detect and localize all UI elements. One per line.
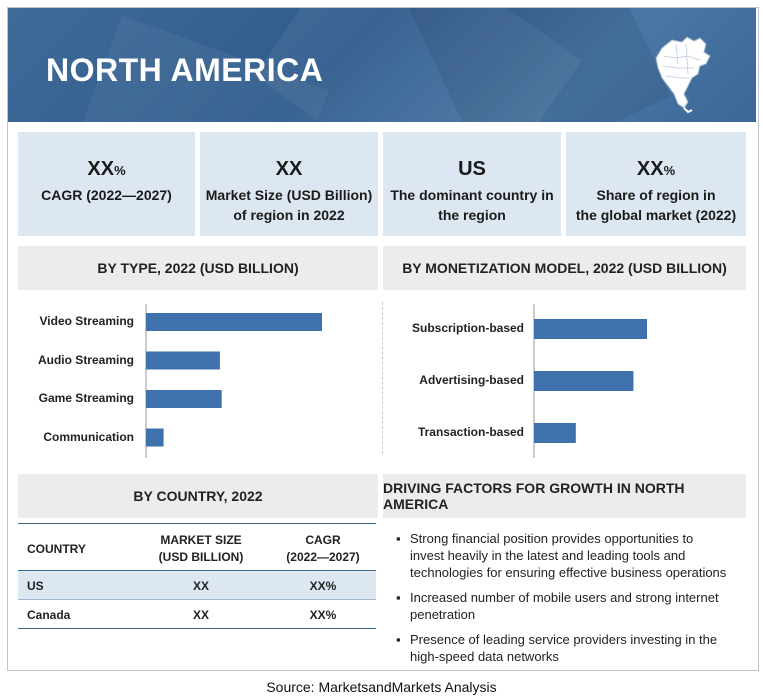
stat-region-share-caption-2: the global market (2022): [575, 207, 737, 223]
by-type-chart: [145, 304, 322, 458]
bar-label-game-streaming: Game Streaming: [38, 391, 134, 405]
table-header-rule: [18, 570, 376, 571]
row-us-cagr: XX%: [309, 579, 337, 593]
stat-cagr: XX% CAGR (2022—2027): [18, 132, 195, 236]
by-country-title: BY COUNTRY, 2022: [18, 474, 378, 518]
row-us-size: XX: [192, 579, 209, 593]
stat-region-share-caption-1: Share of region in: [596, 187, 716, 203]
stat-market-size: XX Market Size (USD Billion) of region i…: [200, 132, 378, 236]
list-item: ▪ Increased number of mobile users and s…: [396, 590, 719, 622]
table-top-rule: [18, 523, 376, 524]
bar-advertising-based: [534, 371, 634, 391]
bar-label-advertising-based: Advertising-based: [419, 373, 524, 387]
stat-dominant-country: US The dominant country in the region: [383, 132, 561, 236]
row-us-country: US: [27, 579, 44, 593]
bar-label-video-streaming: Video Streaming: [39, 314, 134, 328]
table-bottom-rule: [18, 628, 376, 629]
bar-subscription-based: [534, 319, 647, 339]
stat-dominant-country-value: US: [458, 158, 486, 180]
col-country: COUNTRY: [27, 542, 86, 556]
stat-dominant-country-caption-1: The dominant country in: [390, 187, 554, 203]
stat-cagr-unit: %: [114, 163, 126, 178]
list-item: ▪ Presence of leading service providers …: [396, 632, 718, 664]
stat-market-size-caption-2: of region in 2022: [233, 207, 345, 223]
stat-region-share: XX% Share of region in the global market…: [566, 132, 746, 236]
col-cagr-1: CAGR: [305, 533, 341, 547]
col-market-size-2: (USD BILLION): [158, 550, 244, 564]
stat-region-share-unit: %: [663, 163, 676, 178]
table-row: [18, 571, 376, 599]
col-cagr-2: (2022—2027): [286, 550, 360, 564]
stat-dominant-country-caption-2: the region: [438, 207, 506, 223]
by-monetization-chart: [533, 304, 647, 458]
bar-label-audio-streaming: Audio Streaming: [37, 352, 134, 367]
bullet-icon: ▪: [396, 531, 401, 546]
row-canada-cagr: XX%: [309, 608, 337, 622]
region-header: NORTH AMERICA: [8, 8, 756, 122]
col-market-size-1: MARKET SIZE: [160, 533, 242, 547]
chart-divider: [382, 302, 383, 454]
stat-cagr-value: XX: [87, 158, 115, 180]
driving-factors-title: DRIVING FACTORS FOR GROWTH IN NORTH AMER…: [383, 474, 746, 518]
table-row-rule: [18, 599, 376, 600]
bar-video-streaming: [146, 313, 322, 331]
bar-game-streaming: [146, 390, 222, 408]
stat-market-size-caption-1: Market Size (USD Billion): [205, 187, 373, 203]
row-canada-country: Canada: [27, 608, 71, 622]
bar-communication: [146, 428, 164, 447]
stat-market-size-value: XX: [275, 158, 303, 180]
row-canada-size: XX: [192, 608, 209, 622]
stat-cagr-caption: CAGR (2022—2027): [41, 187, 172, 203]
list-item: ▪ Strong financial position provides opp…: [396, 531, 727, 580]
stat-region-share-value: XX: [636, 158, 664, 180]
bar-transaction-based: [534, 423, 576, 443]
bar-audio-streaming: [146, 351, 220, 370]
by-type-title: BY TYPE, 2022 (USD BILLION): [18, 246, 378, 290]
bar-label-transaction-based: Transaction-based: [417, 425, 524, 439]
north-america-map-icon: [655, 36, 711, 114]
by-monetization-title: BY MONETIZATION MODEL, 2022 (USD BILLION…: [383, 246, 746, 290]
region-title: NORTH AMERICA: [46, 52, 324, 88]
bar-label-communication: Communication: [43, 429, 134, 444]
infographic-frame: [7, 7, 759, 671]
bar-label-subscription-based: Subscription-based: [411, 321, 524, 335]
bullet-icon: ▪: [396, 590, 401, 605]
driving-factors-list: ▪ Strong financial position provides opp…: [396, 530, 744, 673]
bullet-icon: ▪: [396, 632, 401, 647]
source-note: Source: MarketsandMarkets Analysis: [266, 679, 497, 695]
